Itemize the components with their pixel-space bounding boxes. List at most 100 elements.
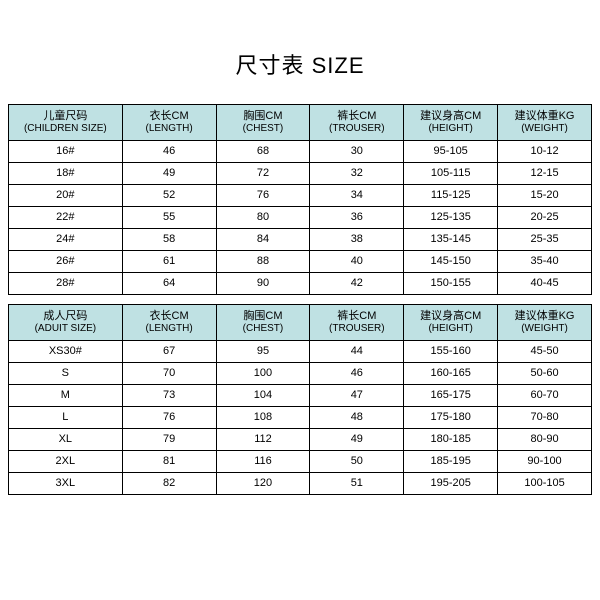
table-cell: M xyxy=(9,385,123,407)
table-cell: 10-12 xyxy=(498,141,592,163)
table-cell: 50-60 xyxy=(498,363,592,385)
col-header-children-size: 儿童尺码 (CHILDREN SIZE) xyxy=(9,105,123,141)
table-cell: 70 xyxy=(122,363,216,385)
size-table: 儿童尺码 (CHILDREN SIZE) 衣长CM (LENGTH) 胸围CM … xyxy=(8,104,592,495)
table-row: 24#588438135-14525-35 xyxy=(9,229,592,251)
table-cell: 48 xyxy=(310,407,404,429)
table-row: L7610848175-18070-80 xyxy=(9,407,592,429)
table-cell: 72 xyxy=(216,163,310,185)
table-cell: 45-50 xyxy=(498,341,592,363)
table-cell: 58 xyxy=(122,229,216,251)
table-cell: L xyxy=(9,407,123,429)
table-cell: 64 xyxy=(122,273,216,295)
table-cell: 104 xyxy=(216,385,310,407)
header-zh: 裤长CM xyxy=(337,310,376,322)
col-header-weight: 建议体重KG (WEIGHT) xyxy=(498,105,592,141)
table-cell: 47 xyxy=(310,385,404,407)
col-header-chest: 胸围CM (CHEST) xyxy=(216,105,310,141)
table-cell: 20# xyxy=(9,185,123,207)
table-cell: 52 xyxy=(122,185,216,207)
table-row: 28#649042150-15540-45 xyxy=(9,273,592,295)
header-zh: 建议身高CM xyxy=(420,110,481,122)
header-en: (TROUSER) xyxy=(311,323,402,335)
table-cell: 12-15 xyxy=(498,163,592,185)
header-zh: 衣长CM xyxy=(150,310,189,322)
table-cell: 90 xyxy=(216,273,310,295)
table-cell: 40-45 xyxy=(498,273,592,295)
children-body: 16#46683095-10510-1218#497232105-11512-1… xyxy=(9,141,592,295)
header-zh: 建议体重KG xyxy=(515,110,575,122)
table-cell: 95-105 xyxy=(404,141,498,163)
table-cell: 28# xyxy=(9,273,123,295)
table-cell: 60-70 xyxy=(498,385,592,407)
table-row: S7010046160-16550-60 xyxy=(9,363,592,385)
table-cell: S xyxy=(9,363,123,385)
table-cell: 80 xyxy=(216,207,310,229)
table-cell: 34 xyxy=(310,185,404,207)
table-cell: 18# xyxy=(9,163,123,185)
col-header-height: 建议身高CM (HEIGHT) xyxy=(404,105,498,141)
table-cell: 135-145 xyxy=(404,229,498,251)
table-row: XS30#679544155-16045-50 xyxy=(9,341,592,363)
table-cell: 125-135 xyxy=(404,207,498,229)
table-cell: 50 xyxy=(310,451,404,473)
table-row: 16#46683095-10510-12 xyxy=(9,141,592,163)
table-cell: 68 xyxy=(216,141,310,163)
table-cell: 108 xyxy=(216,407,310,429)
table-cell: 42 xyxy=(310,273,404,295)
header-en: (CHEST) xyxy=(218,123,309,135)
table-cell: 70-80 xyxy=(498,407,592,429)
table-cell: 160-165 xyxy=(404,363,498,385)
adult-body: XS30#679544155-16045-50S7010046160-16550… xyxy=(9,341,592,495)
header-zh: 儿童尺码 xyxy=(43,110,87,122)
table-cell: XL xyxy=(9,429,123,451)
table-cell: 49 xyxy=(310,429,404,451)
col-header-adult-size: 成人尺码 (ADUIT SIZE) xyxy=(9,305,123,341)
table-cell: 76 xyxy=(122,407,216,429)
table-cell: 90-100 xyxy=(498,451,592,473)
table-row: 22#558036125-13520-25 xyxy=(9,207,592,229)
table-cell: 116 xyxy=(216,451,310,473)
table-cell: 15-20 xyxy=(498,185,592,207)
table-row: 18#497232105-11512-15 xyxy=(9,163,592,185)
table-cell: 40 xyxy=(310,251,404,273)
gap-row xyxy=(9,295,592,305)
table-cell: 25-35 xyxy=(498,229,592,251)
table-cell: 79 xyxy=(122,429,216,451)
header-zh: 胸围CM xyxy=(243,310,282,322)
col-header-trouser: 裤长CM (TROUSER) xyxy=(310,105,404,141)
table-cell: 36 xyxy=(310,207,404,229)
col-header-trouser: 裤长CM (TROUSER) xyxy=(310,305,404,341)
table-cell: 175-180 xyxy=(404,407,498,429)
table-cell: 150-155 xyxy=(404,273,498,295)
table-cell: 30 xyxy=(310,141,404,163)
table-cell: 2XL xyxy=(9,451,123,473)
header-en: (HEIGHT) xyxy=(405,123,496,135)
table-row: XL7911249180-18580-90 xyxy=(9,429,592,451)
col-header-length: 衣长CM (LENGTH) xyxy=(122,305,216,341)
header-en: (LENGTH) xyxy=(124,323,215,335)
header-zh: 成人尺码 xyxy=(43,310,87,322)
header-zh: 建议体重KG xyxy=(515,310,575,322)
adult-header-row: 成人尺码 (ADUIT SIZE) 衣长CM (LENGTH) 胸围CM (CH… xyxy=(9,305,592,341)
col-header-chest: 胸围CM (CHEST) xyxy=(216,305,310,341)
table-cell: 95 xyxy=(216,341,310,363)
header-en: (ADUIT SIZE) xyxy=(10,323,121,335)
table-cell: 120 xyxy=(216,473,310,495)
header-en: (WEIGHT) xyxy=(499,323,590,335)
table-cell: 44 xyxy=(310,341,404,363)
table-cell: 115-125 xyxy=(404,185,498,207)
table-cell: 88 xyxy=(216,251,310,273)
table-row: 26#618840145-15035-40 xyxy=(9,251,592,273)
header-en: (HEIGHT) xyxy=(405,323,496,335)
table-cell: 180-185 xyxy=(404,429,498,451)
header-en: (LENGTH) xyxy=(124,123,215,135)
table-cell: 105-115 xyxy=(404,163,498,185)
table-cell: 35-40 xyxy=(498,251,592,273)
table-cell: 112 xyxy=(216,429,310,451)
table-cell: 61 xyxy=(122,251,216,273)
table-cell: 165-175 xyxy=(404,385,498,407)
table-cell: XS30# xyxy=(9,341,123,363)
table-cell: 195-205 xyxy=(404,473,498,495)
table-cell: 100 xyxy=(216,363,310,385)
